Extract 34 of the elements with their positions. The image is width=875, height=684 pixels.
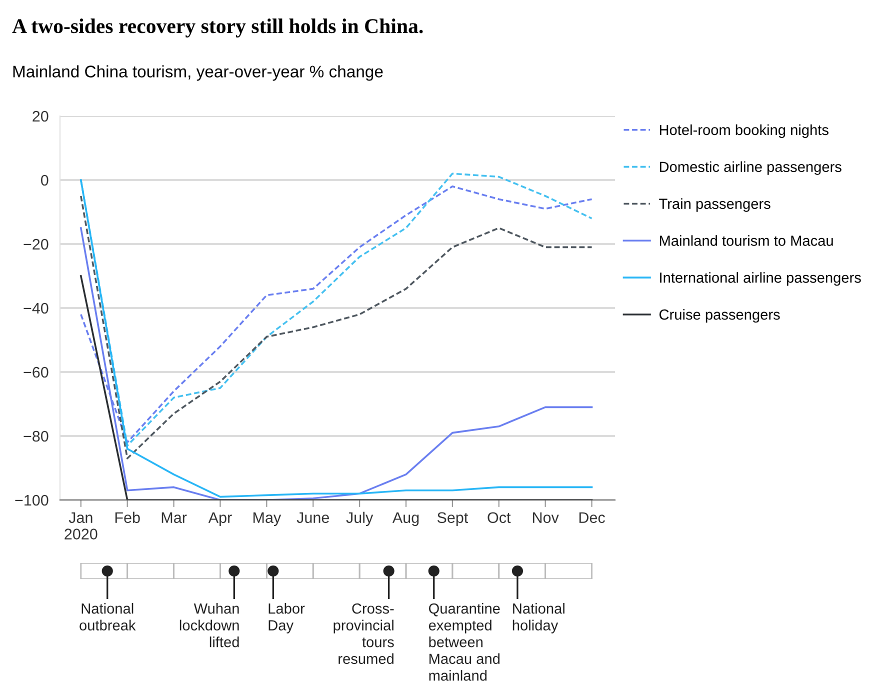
y-tick-label: −60 — [24, 366, 48, 378]
x-tick-label: Mar — [162, 512, 187, 524]
y-tick-label: −80 — [24, 430, 48, 442]
text: National outbreak — [80, 603, 136, 630]
x-tick-label: Dec — [579, 512, 605, 524]
chart-subtitle: Mainland China tourism, year-over-year % change — [13, 65, 383, 81]
x-tick-label: May — [253, 512, 282, 526]
x-tick-label: Sept — [437, 512, 468, 526]
legend-label: International airline passengers — [660, 272, 861, 286]
text: Cross- provincial tours resumed — [334, 603, 394, 664]
y-tick-label: −40 — [24, 302, 48, 314]
x-tick-label: Jan 2020 — [64, 512, 98, 540]
x-tick-label: July — [346, 512, 374, 526]
text: National holiday — [512, 603, 564, 634]
legend-label: Mainland tourism to Macau — [660, 235, 833, 246]
y-tick-label: −20 — [24, 238, 48, 250]
legend-label: Hotel-room booking nights — [660, 124, 828, 138]
x-tick-label: June — [296, 512, 330, 524]
x-tick-label: Oct — [488, 512, 511, 524]
text: Quarantine exempted between Macau and mainland — [428, 603, 500, 681]
chart-title: A two-sides recovery story still holds in China. — [12, 18, 423, 38]
y-tick-label: 20 — [32, 110, 48, 122]
text: Labor Day — [268, 603, 305, 634]
legend-label: Train passengers — [659, 198, 770, 212]
legend-label: Cruise passengers — [659, 309, 780, 323]
x-tick-label: Nov — [533, 512, 559, 524]
text: Wuhan lockdown lifted — [180, 603, 239, 648]
x-tick-label: Feb — [115, 512, 140, 524]
line-series — [80, 179, 593, 498]
legend-label: Domestic airline passengers — [660, 161, 842, 175]
y-tick-label: −100 — [15, 494, 48, 506]
x-tick-label: Aug — [392, 512, 419, 526]
y-tick-label: 0 — [40, 174, 48, 186]
x-tick-label: Apr — [208, 512, 232, 526]
